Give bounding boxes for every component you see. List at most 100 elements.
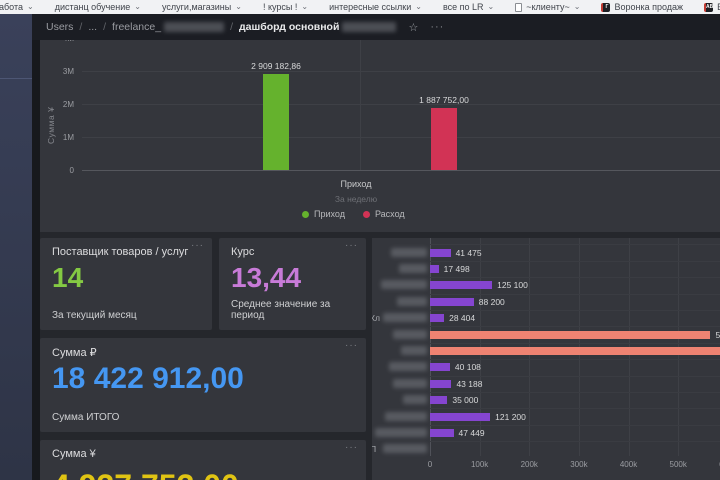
breadcrumb-separator: / — [79, 21, 83, 33]
bookmark-item[interactable]: абота ⌄ — [0, 2, 34, 12]
x-axis-tick-label: 0 — [427, 460, 433, 469]
bar-value-label: 28 404 — [449, 313, 476, 324]
x-axis-tick-label: 400k — [619, 460, 638, 469]
bookmark-item[interactable]: ! курсы ! ⌄ — [263, 2, 308, 12]
bookmark-item[interactable]: АВВсемогущая фу — [704, 2, 720, 12]
row-separator — [430, 375, 720, 377]
redacted-category-label — [401, 345, 427, 355]
redacted-category-label — [393, 378, 427, 388]
dashboard-menu-icon[interactable]: ··· — [430, 21, 445, 33]
row-separator — [430, 391, 720, 393]
h-bar[interactable] — [430, 396, 448, 405]
x-axis-tick-label: 100k — [470, 460, 489, 469]
h-bar[interactable] — [430, 281, 493, 290]
chevron-down-icon: ⌄ — [134, 2, 141, 11]
bookmark-item[interactable]: ~клиенту~ ⌄ — [515, 2, 580, 12]
panel-footer: За текущий месяц — [52, 310, 137, 321]
background-window-divider — [0, 78, 32, 79]
bookmark-label: абота — [0, 2, 23, 12]
panel-menu-icon[interactable]: ··· — [191, 240, 204, 251]
bookmark-label: интересные ссылки — [329, 2, 412, 12]
row-separator — [430, 342, 720, 344]
row-separator — [430, 244, 720, 246]
bar-value-label: 41 475 — [455, 247, 482, 258]
bar-value-label: 35 000 — [452, 395, 479, 406]
breadcrumb-dashboard-title[interactable]: дашборд основной — [239, 21, 340, 33]
redacted-folder-name — [164, 22, 225, 32]
bar-expense[interactable] — [431, 107, 457, 170]
row-separator — [430, 326, 720, 328]
h-bar[interactable] — [430, 412, 491, 421]
bar-income[interactable] — [263, 73, 289, 170]
bar-value-label: 121 200 — [495, 411, 526, 422]
breadcrumb-ellipsis[interactable]: ... — [88, 21, 98, 33]
panel-title[interactable]: Сумма ₽ — [52, 347, 97, 359]
row-separator — [430, 441, 720, 443]
breadcrumb-separator: / — [103, 21, 107, 33]
panel-menu-icon[interactable]: ··· — [345, 240, 358, 251]
site-favicon: АВ — [704, 2, 714, 12]
category-bars-chart-panel: 0 100k 200k 300k 400k 500k 600k 41 475 17 498 125… — [372, 238, 720, 480]
bookmark-item[interactable]: интересные ссылки ⌄ — [329, 2, 422, 12]
chevron-down-icon: ⌄ — [27, 2, 34, 11]
rate-value: 13,44 — [231, 262, 302, 293]
bookmark-item[interactable]: дистанц обучение ⌄ — [55, 2, 141, 12]
legend-item[interactable]: Расход — [362, 209, 405, 219]
h-bar[interactable] — [430, 346, 720, 355]
bookmark-item[interactable]: услуги,магазины ⌄ — [162, 2, 242, 12]
chevron-down-icon: ⌄ — [235, 2, 242, 11]
panel-title[interactable]: Курс — [231, 246, 255, 258]
bar-value-label: 47 449 — [458, 427, 485, 438]
bar-value-label: 40 108 — [454, 362, 481, 373]
bar-value-label: 1 887 752,00 — [419, 94, 469, 105]
h-bar[interactable] — [430, 330, 711, 339]
bookmark-label: Воронка продаж — [614, 2, 684, 12]
y-axis-tick-label: 0 — [69, 166, 74, 175]
x-axis-tick-label: 300k — [570, 460, 588, 469]
x-axis-sublabel: За неделю — [334, 194, 378, 204]
h-bar[interactable] — [430, 264, 439, 273]
bookmark-item[interactable]: все по LR ⌄ — [443, 2, 494, 12]
redacted-category-label — [383, 444, 427, 454]
h-bar[interactable] — [430, 363, 450, 372]
category-label-fragment: Кл — [372, 313, 380, 324]
row-separator — [430, 309, 720, 311]
row-separator — [430, 260, 720, 262]
supplier-count-value: 14 — [52, 262, 84, 293]
y-axis-tick-label: 2M — [62, 100, 74, 109]
panel-menu-icon[interactable]: ··· — [345, 340, 358, 351]
y-gridline — [82, 137, 720, 138]
y-gridline — [82, 71, 720, 72]
h-bar[interactable] — [430, 248, 451, 257]
redacted-category-label — [391, 247, 427, 257]
favorite-star-icon[interactable]: ☆ — [408, 21, 419, 34]
y-axis-title: Сумма ¥ — [46, 106, 56, 144]
y-axis-tick-label: 3M — [62, 67, 74, 76]
h-bar[interactable] — [430, 379, 452, 388]
breadcrumb-root[interactable]: Users — [46, 21, 74, 33]
breadcrumb-folder[interactable]: freelance_ — [112, 21, 162, 33]
panel-menu-icon[interactable]: ··· — [345, 442, 358, 453]
legend-label: Приход — [314, 209, 345, 219]
y-axis-tick-label: 1M — [62, 133, 74, 142]
chevron-down-icon: ⌄ — [301, 2, 309, 11]
sum-yen-stat-panel: Сумма ¥ ··· 4 937 753,00 — [40, 440, 366, 480]
row-separator — [430, 424, 720, 426]
redacted-category-label — [383, 313, 427, 323]
panel-title[interactable]: Сумма ¥ — [52, 448, 96, 460]
bookmark-label: Всемогущая фу — [717, 2, 720, 12]
chevron-down-icon: ⌄ — [415, 2, 422, 11]
h-bar[interactable] — [430, 314, 445, 323]
panel-title[interactable]: Поставщик товаров / услуг — [52, 246, 189, 258]
legend-item[interactable]: Приход — [302, 209, 345, 219]
legend-color-dot — [362, 210, 370, 218]
h-bar[interactable] — [430, 428, 454, 437]
y-gridline — [82, 104, 720, 105]
redacted-dashboard-name — [342, 22, 397, 32]
supplier-stat-panel: Поставщик товаров / услуг ··· 14 За теку… — [40, 238, 212, 330]
bookmark-item[interactable]: Г Воронка продаж — [601, 2, 683, 12]
panel-footer: Сумма ИТОГО — [52, 412, 120, 423]
h-bar[interactable] — [430, 297, 474, 306]
bookmark-label: ! курсы ! — [262, 2, 298, 12]
